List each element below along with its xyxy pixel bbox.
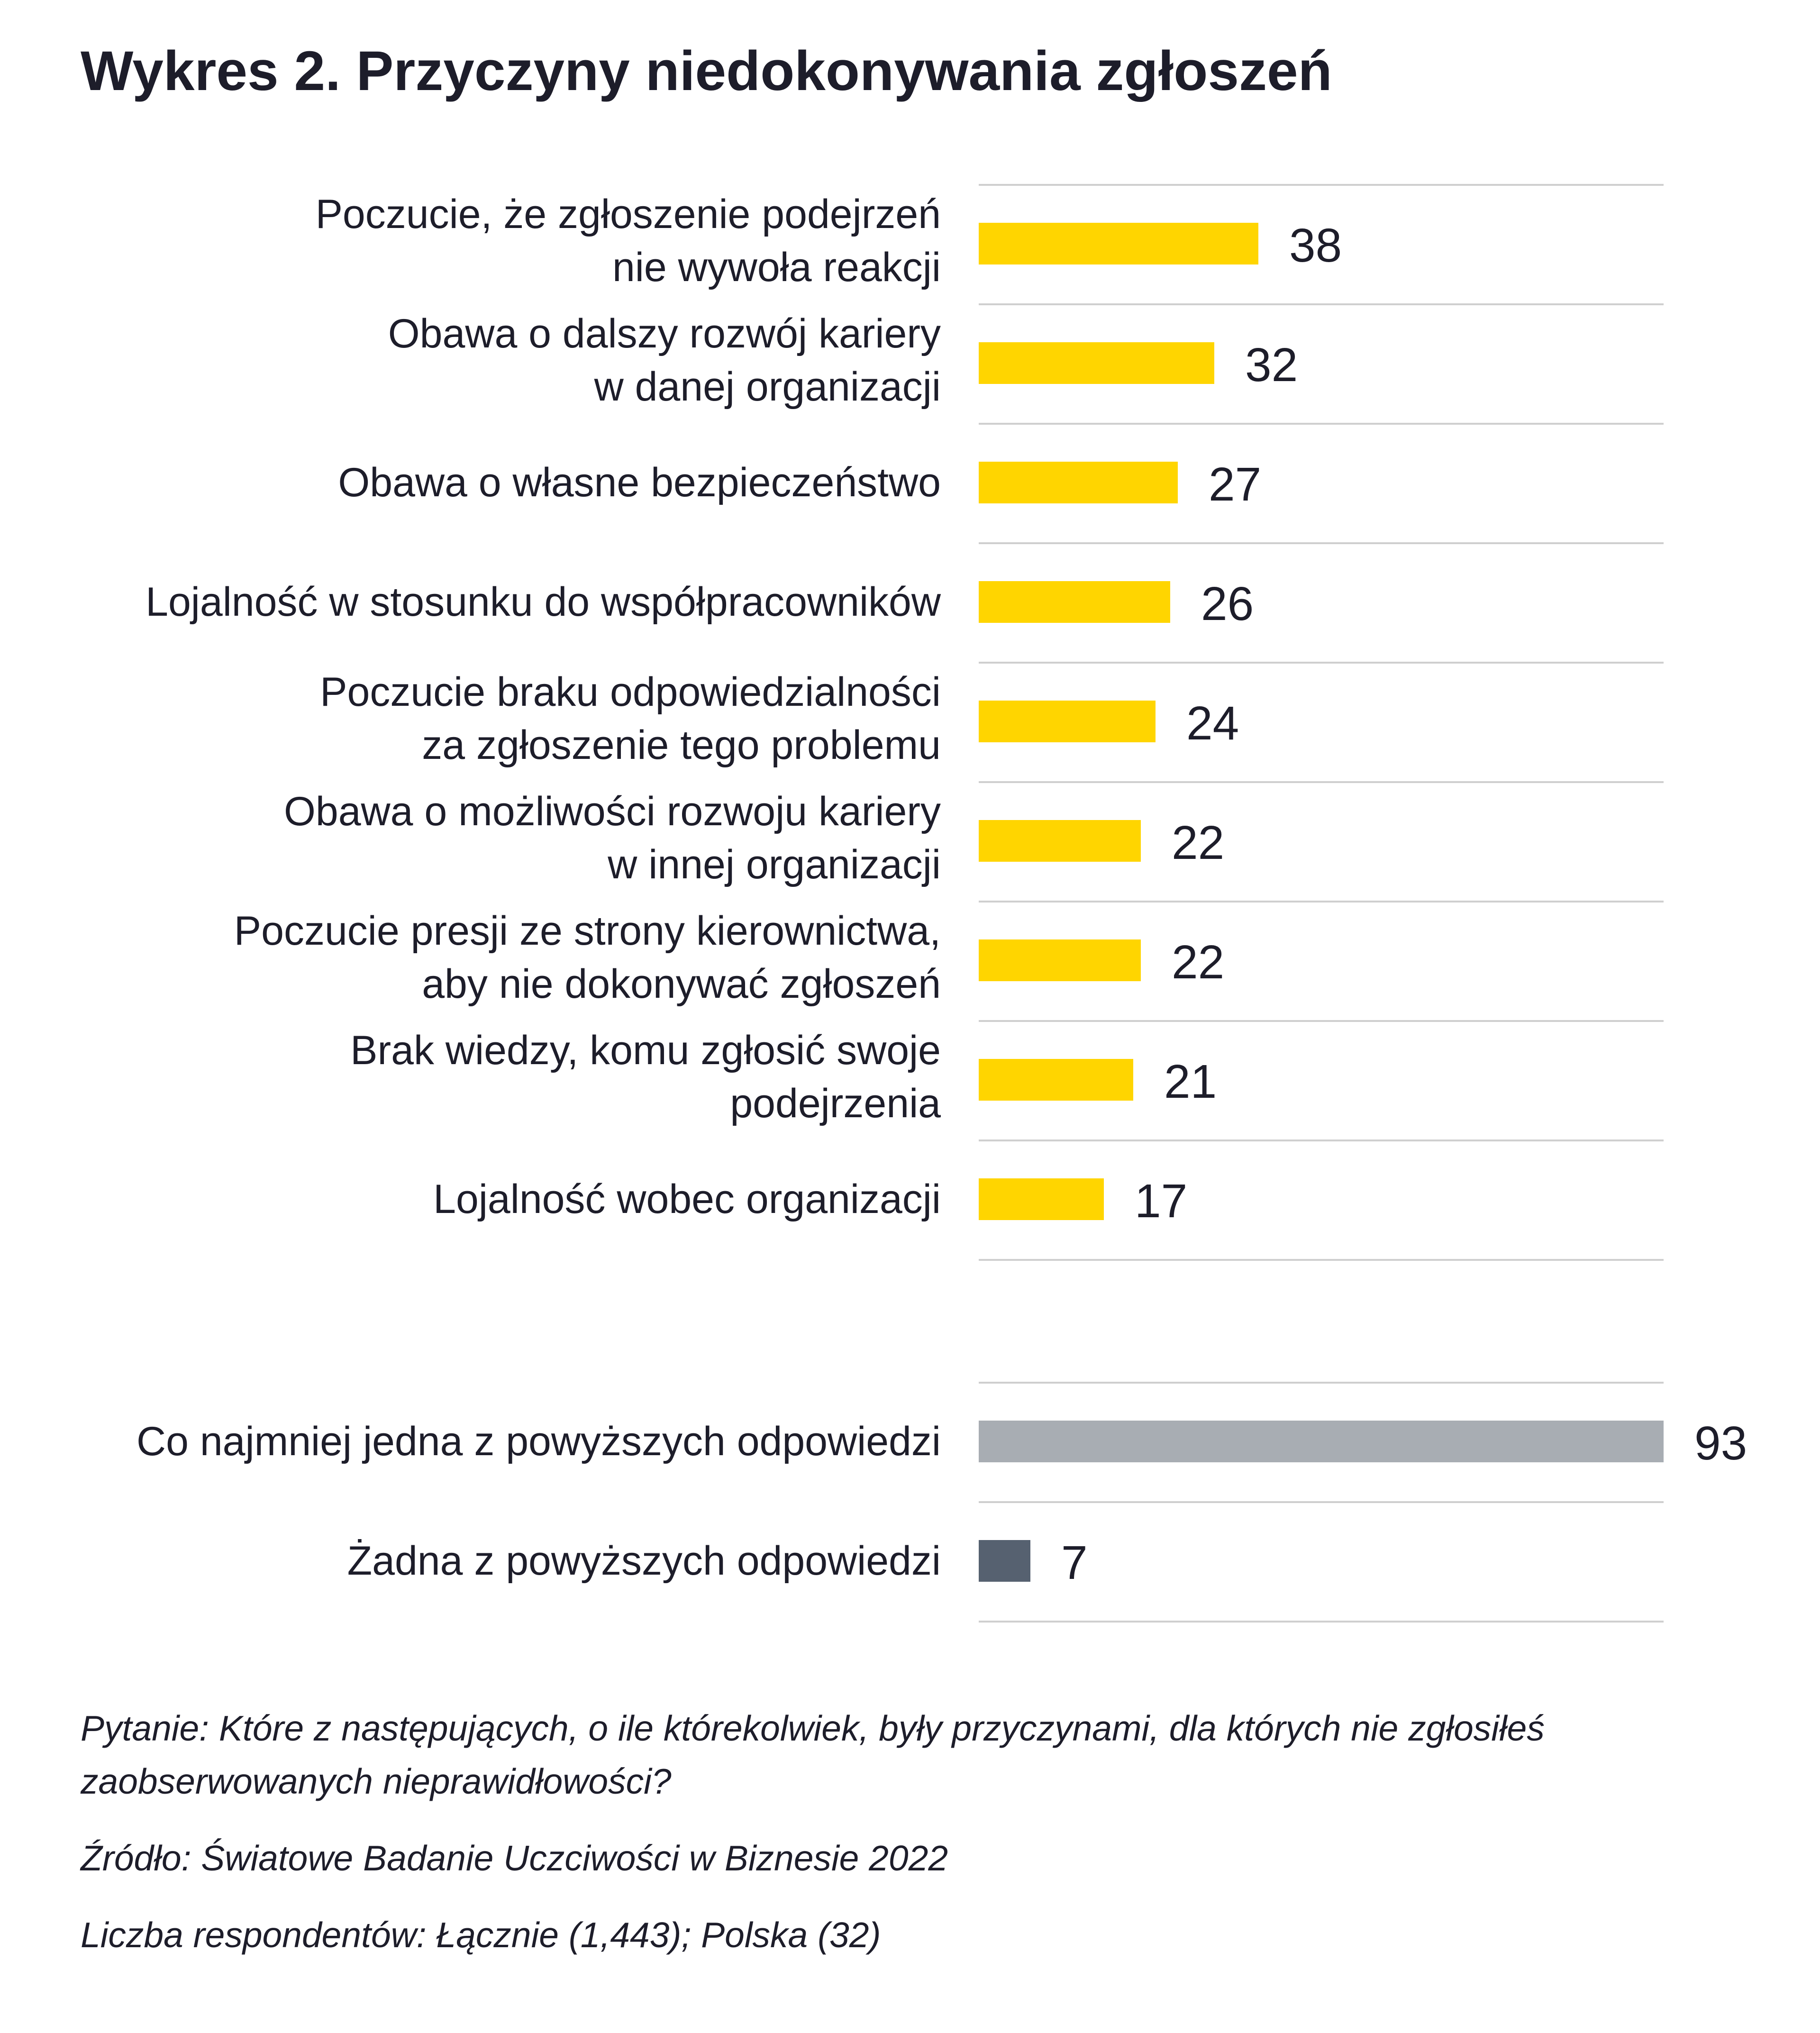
source-note: Źródło: Światowe Badanie Uczciwości w Bi… bbox=[81, 1838, 948, 1878]
bar bbox=[979, 820, 1141, 862]
value-label: 21 bbox=[1164, 1055, 1217, 1108]
gridline bbox=[979, 1382, 1664, 1384]
value-label: 22 bbox=[1172, 936, 1225, 989]
category-label: Poczucie presji ze strony kierownictwa, … bbox=[234, 908, 941, 1007]
value-label: 38 bbox=[1289, 219, 1342, 272]
value-label: 93 bbox=[1694, 1417, 1747, 1470]
value-label: 27 bbox=[1209, 458, 1262, 511]
gridline bbox=[979, 1621, 1664, 1623]
category-label: Obawa o możliwości rozwoju kariery w inn… bbox=[284, 789, 941, 887]
category-label: Lojalność wobec organizacji bbox=[433, 1176, 941, 1222]
gridline bbox=[979, 901, 1664, 903]
bar bbox=[979, 939, 1141, 981]
bar bbox=[979, 342, 1214, 384]
category-label: Co najmniej jedna z powyższych odpowiedz… bbox=[136, 1419, 941, 1464]
gridline bbox=[979, 1020, 1664, 1022]
bar-chart: Poczucie, że zgłoszenie podejrzeń nie wy… bbox=[136, 184, 1747, 1623]
category-label: Poczucie, że zgłoszenie podejrzeń nie wy… bbox=[315, 191, 941, 290]
gridline bbox=[979, 303, 1664, 305]
category-label: Żadna z powyższych odpowiedzi bbox=[347, 1538, 941, 1584]
bar bbox=[979, 701, 1156, 742]
gridline bbox=[979, 542, 1664, 544]
bar bbox=[979, 581, 1170, 623]
gridline bbox=[979, 1259, 1664, 1261]
chart-notes: Pytanie: Które z następujących, o ile kt… bbox=[81, 1702, 1739, 1961]
value-label: 26 bbox=[1201, 577, 1254, 630]
bar bbox=[979, 462, 1178, 503]
gridline bbox=[979, 184, 1664, 186]
category-label: Brak wiedzy, komu zgłosić swoje podejrze… bbox=[350, 1028, 941, 1126]
category-label: Poczucie braku odpowiedzialności za zgło… bbox=[320, 669, 941, 768]
bar bbox=[979, 1540, 1030, 1582]
category-label: Obawa o dalszy rozwój kariery w danej or… bbox=[388, 311, 941, 410]
question-note: Pytanie: Które z następujących, o ile kt… bbox=[81, 1708, 1545, 1801]
respondents-note: Liczba respondentów: Łącznie (1,443); Po… bbox=[81, 1915, 881, 1955]
value-label: 17 bbox=[1135, 1175, 1188, 1228]
bar bbox=[979, 1178, 1104, 1220]
value-label: 24 bbox=[1186, 697, 1239, 750]
value-label: 32 bbox=[1245, 338, 1298, 392]
bar bbox=[979, 1059, 1133, 1101]
gridline bbox=[979, 423, 1664, 425]
value-label: 7 bbox=[1061, 1536, 1088, 1589]
value-label: 22 bbox=[1172, 816, 1225, 869]
category-label: Obawa o własne bezpieczeństwo bbox=[338, 460, 941, 505]
chart-title: Wykres 2. Przyczyny niedokonywania zgłos… bbox=[81, 40, 1332, 102]
bar bbox=[979, 223, 1258, 264]
gridline bbox=[979, 1501, 1664, 1503]
gridline bbox=[979, 662, 1664, 664]
category-label: Lojalność w stosunku do współpracowników bbox=[146, 579, 941, 625]
bar bbox=[979, 1421, 1664, 1462]
gridline bbox=[979, 1140, 1664, 1141]
gridline bbox=[979, 781, 1664, 783]
